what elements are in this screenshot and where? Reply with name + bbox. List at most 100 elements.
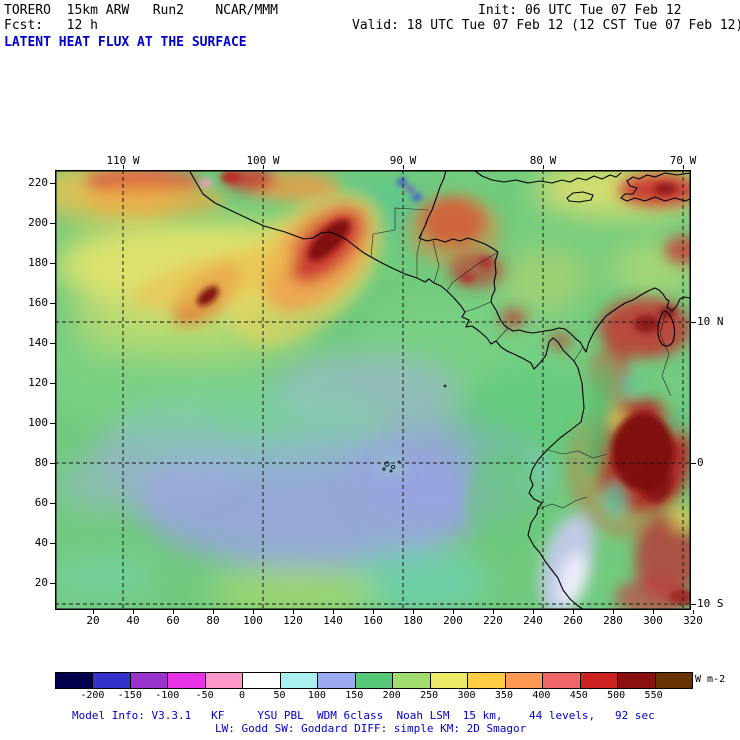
lon-tick-mark [543, 165, 544, 169]
x-tick-mark [253, 610, 254, 614]
plot-title: LATENT HEAT FLUX AT THE SURFACE [4, 35, 247, 50]
y-tick-label: 140 [28, 336, 48, 349]
y-tick-mark [50, 583, 55, 584]
colorbar-tick-label: 350 [494, 690, 513, 701]
x-tick-label: 300 [643, 614, 663, 627]
x-tick-label: 200 [443, 614, 463, 627]
y-tick-mark [50, 303, 55, 304]
x-tick-label: 60 [166, 614, 180, 627]
colorbar-segment [92, 673, 130, 688]
y-tick-label: 160 [28, 296, 48, 309]
x-tick-mark [533, 610, 534, 614]
model-info-line2: LW: Godd SW: Goddard DIFF: simple KM: 2D… [215, 722, 527, 735]
lon-label: 100 W [246, 154, 280, 167]
x-tick-mark [373, 610, 374, 614]
x-tick-mark [573, 610, 574, 614]
y-tick-label: 60 [34, 496, 48, 509]
colorbar-units-label: W m-2 [695, 674, 726, 685]
colorbar-tick-label: 100 [307, 690, 326, 701]
x-tick-label: 140 [323, 614, 343, 627]
lat-label: 10 S [697, 597, 724, 610]
colorbar-segment [429, 673, 468, 688]
x-tick-label: 80 [206, 614, 220, 627]
y-tick-mark [50, 463, 55, 464]
colorbar-tick-label: 150 [345, 690, 364, 701]
y-tick-mark [50, 343, 55, 344]
x-tick-mark [653, 610, 654, 614]
x-tick-mark [133, 610, 134, 614]
coastlines [188, 170, 691, 610]
lon-tick-mark [123, 165, 124, 169]
colorbar-segment [542, 673, 580, 688]
x-tick-mark [173, 610, 174, 614]
forecast-hour-text: Fcst: 12 h [4, 18, 98, 33]
y-tick-label: 200 [28, 216, 48, 229]
colorbar-tick-label: -150 [117, 690, 142, 701]
colorbar [55, 672, 693, 689]
lon-tick-mark [403, 165, 404, 169]
y-tick-label: 220 [28, 176, 48, 189]
colorbar-segment [354, 673, 393, 688]
lon-tick-mark [683, 165, 684, 169]
x-tick-label: 100 [243, 614, 263, 627]
y-tick-mark [50, 423, 55, 424]
x-tick-mark [333, 610, 334, 614]
colorbar-tick-label: 50 [273, 690, 286, 701]
colorbar-tick-label: 300 [457, 690, 476, 701]
colorbar-segment [56, 673, 93, 688]
colorbar-segment [317, 673, 355, 688]
x-tick-label: 180 [403, 614, 423, 627]
colorbar-tick-label: -100 [155, 690, 180, 701]
y-tick-mark [50, 263, 55, 264]
lon-label: 70 W [669, 154, 697, 167]
colorbar-tick-label: 0 [239, 690, 246, 701]
valid-time-text: Valid: 18 UTC Tue 07 Feb 12 (12 CST Tue … [352, 18, 740, 33]
init-time-text: Init: 06 UTC Tue 07 Feb 12 [478, 3, 682, 18]
x-tick-label: 160 [363, 614, 383, 627]
colorbar-tick-label: 550 [644, 690, 663, 701]
x-tick-mark [693, 610, 694, 614]
x-tick-label: 20 [86, 614, 100, 627]
colorbar-segment [654, 673, 692, 688]
lat-tick-mark [691, 463, 696, 464]
model-id-text: TORERO 15km ARW Run2 NCAR/MMM [4, 3, 278, 18]
colorbar-segment [204, 673, 243, 688]
colorbar-segment [279, 673, 318, 688]
x-tick-label: 320 [683, 614, 703, 627]
x-tick-label: 280 [603, 614, 623, 627]
x-tick-label: 120 [283, 614, 303, 627]
y-tick-label: 120 [28, 376, 48, 389]
lon-label: 80 W [529, 154, 557, 167]
colorbar-segment [392, 673, 430, 688]
y-tick-mark [50, 223, 55, 224]
colorbar-segment [129, 673, 168, 688]
colorbar-tick-label: 250 [420, 690, 439, 701]
lon-tick-mark [263, 165, 264, 169]
x-tick-label: 260 [563, 614, 583, 627]
colorbar-segment [617, 673, 655, 688]
map-frame [55, 170, 691, 610]
colorbar-segment [504, 673, 543, 688]
colorbar-segment [579, 673, 618, 688]
lat-lon-gridlines [55, 170, 691, 610]
heat-field-detail [197, 171, 691, 605]
lat-tick-mark [691, 322, 696, 323]
lat-label: 0 [697, 456, 704, 469]
colorbar-tick-label: 200 [382, 690, 401, 701]
x-tick-mark [453, 610, 454, 614]
model-info-line1: Model Info: V3.3.1 KF YSU PBL WDM 6class… [72, 709, 655, 722]
x-tick-label: 240 [523, 614, 543, 627]
colorbar-segment [467, 673, 505, 688]
y-tick-label: 40 [34, 536, 48, 549]
lon-label: 90 W [389, 154, 417, 167]
y-tick-label: 100 [28, 416, 48, 429]
x-tick-label: 220 [483, 614, 503, 627]
colorbar-tick-label: 450 [569, 690, 588, 701]
y-tick-label: 80 [34, 456, 48, 469]
x-tick-mark [613, 610, 614, 614]
x-tick-mark [93, 610, 94, 614]
y-tick-mark [50, 183, 55, 184]
colorbar-segment [242, 673, 280, 688]
y-tick-mark [50, 503, 55, 504]
